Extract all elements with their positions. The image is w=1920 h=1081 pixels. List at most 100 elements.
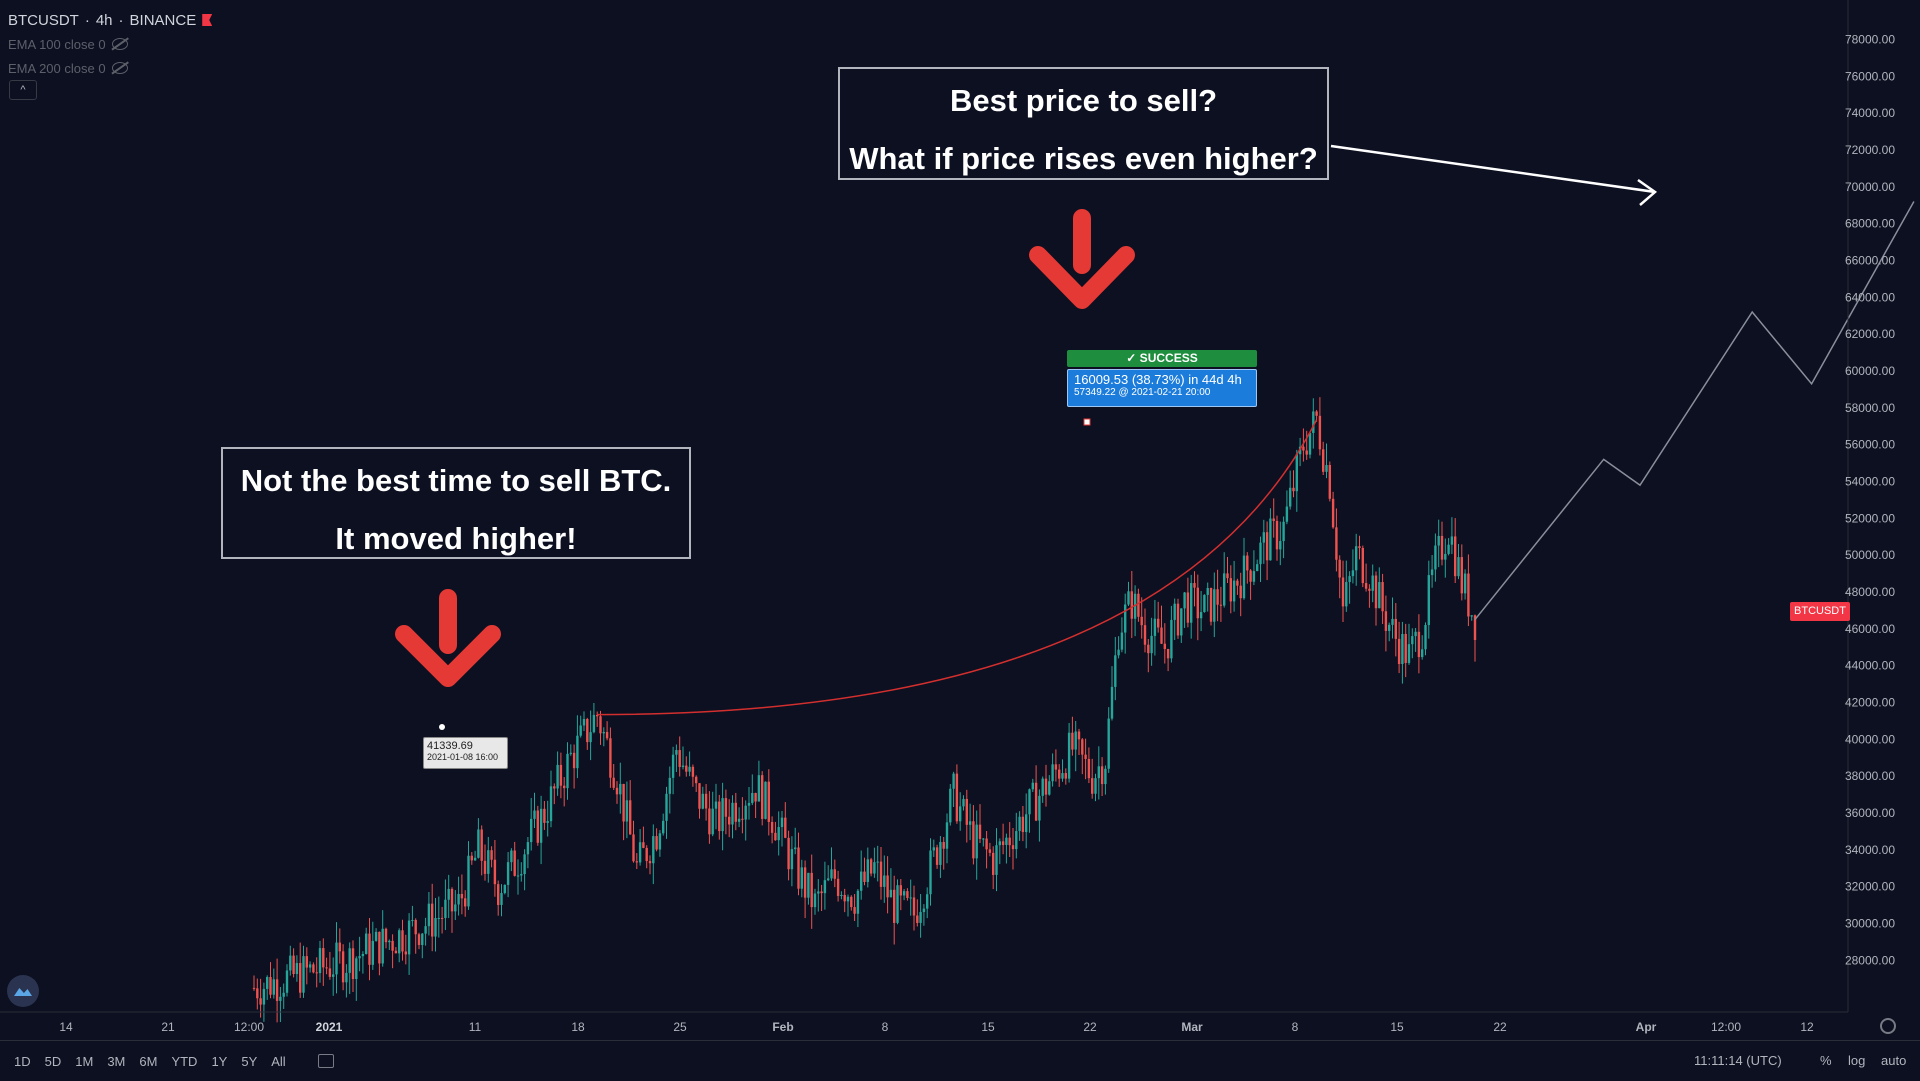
range-all[interactable]: All (271, 1053, 286, 1069)
candle-body (1388, 624, 1391, 631)
candle-body (1239, 585, 1242, 599)
range-3m[interactable]: 3M (107, 1053, 126, 1069)
candle-body (698, 783, 701, 809)
candle-body (454, 904, 457, 912)
range-6m[interactable]: 6M (139, 1053, 158, 1069)
candle-body (1147, 644, 1150, 654)
candle-body (932, 847, 935, 851)
percent-toggle[interactable]: % (1820, 1053, 1832, 1068)
collapse-legend-button[interactable]: ^ (9, 80, 37, 100)
candle-body (840, 894, 843, 897)
y-tick-label: 66000.00 (1845, 253, 1895, 267)
range-5d[interactable]: 5D (44, 1053, 62, 1069)
candle-body (1124, 604, 1127, 633)
candle-body (1018, 816, 1021, 832)
start-date: 2021-01-08 16:00 (427, 752, 499, 762)
measure-change: 16009.53 (38.73%) in 44d 4h (1074, 372, 1242, 387)
annotation-box-left[interactable]: Not the best time to sell BTC. It moved … (221, 447, 691, 559)
auto-toggle[interactable]: auto (1881, 1053, 1907, 1068)
candle-body (493, 859, 497, 885)
y-tick-label: 56000.00 (1845, 438, 1895, 452)
candle-body (965, 798, 968, 825)
clock[interactable]: 11:11:14 (UTC) (1694, 1053, 1782, 1068)
log-toggle[interactable]: log (1848, 1053, 1866, 1068)
candle-body (1137, 593, 1140, 617)
candle-body (305, 956, 308, 968)
candle-body (1397, 638, 1401, 664)
candle-body (889, 889, 893, 898)
candle-body (1358, 546, 1361, 549)
candle-body (1008, 837, 1011, 846)
candle-body (1071, 732, 1074, 750)
candle-body (1011, 845, 1015, 850)
candle-body (1292, 487, 1295, 492)
candle-body (635, 861, 638, 863)
candle-body (1374, 575, 1378, 609)
annotation-box-top[interactable]: Best price to sell? What if price rises … (838, 67, 1329, 180)
y-tick-label: 52000.00 (1845, 511, 1895, 525)
symbol-name[interactable]: BTCUSDT (8, 11, 79, 29)
candle-body (1064, 773, 1067, 779)
candle-body (289, 955, 292, 971)
candle-body (836, 878, 840, 897)
candle-body (968, 821, 972, 825)
range-1d[interactable]: 1D (14, 1053, 31, 1069)
candle-body (817, 891, 820, 894)
candle-body (863, 871, 866, 882)
hidden-eye-icon[interactable] (111, 62, 128, 74)
candle-body (1100, 766, 1104, 785)
candle-body (873, 862, 876, 874)
range-5y[interactable]: 5Y (241, 1053, 258, 1069)
range-1m[interactable]: 1M (75, 1053, 94, 1069)
candle-body (322, 948, 325, 968)
ema100-label[interactable]: EMA 100 close 0 (8, 36, 106, 52)
hidden-eye-icon[interactable] (111, 38, 128, 50)
candle-body (972, 821, 975, 859)
annotation-text: Best price to sell? (949, 83, 1218, 118)
candle-body (767, 781, 770, 822)
y-axis-ticks: 78000.00 76000.00 74000.00 72000.00 70000.00… (1845, 32, 1895, 967)
candle-body (1163, 643, 1166, 649)
tradingview-logo-icon[interactable] (7, 975, 39, 1007)
candle-body (1176, 603, 1180, 636)
candle-body (1450, 536, 1454, 545)
candle-body (860, 871, 863, 891)
candle-body (368, 933, 371, 965)
x-tick-label: 12:00 (234, 1020, 264, 1034)
candle-body (949, 788, 952, 823)
interval-label[interactable]: 4h (95, 11, 113, 29)
candle-body (1236, 580, 1239, 586)
candle-body (503, 884, 506, 894)
measure-end-price: 57349.22 @ 2021-02-21 20:00 (1074, 387, 1211, 398)
range-1y[interactable]: 1Y (211, 1053, 228, 1069)
candle-body (899, 885, 902, 896)
candle-body (704, 793, 708, 809)
ema200-label[interactable]: EMA 200 close 0 (8, 60, 106, 76)
candle-body (279, 996, 282, 1001)
candle-body (1077, 731, 1081, 740)
candle-body (259, 998, 262, 1005)
range-ytd[interactable]: YTD (171, 1053, 198, 1069)
candle-body (427, 903, 431, 927)
start-price-tooltip: 41339.69 2021-01-08 16:00 (423, 737, 508, 769)
candle-body (691, 766, 695, 777)
date-range-calendar-icon[interactable] (318, 1054, 334, 1068)
candle-body (579, 725, 582, 736)
flag-icon[interactable] (202, 14, 213, 26)
settings-gear-icon[interactable] (1880, 1018, 1896, 1034)
candle-body (751, 792, 754, 803)
y-tick-label: 38000.00 (1845, 769, 1895, 783)
candle-body (1404, 633, 1407, 663)
candle-body (1444, 553, 1447, 560)
candle-body (520, 874, 523, 876)
candle-body (1054, 764, 1058, 770)
candle-body (351, 948, 355, 980)
candle-body (896, 885, 899, 923)
candle-body (1028, 789, 1031, 815)
candle-body (450, 888, 454, 912)
candle-body (398, 930, 401, 954)
y-tick-label: 62000.00 (1845, 327, 1895, 341)
candle-body (982, 838, 985, 840)
annotation-text: What if price rises even higher? (849, 141, 1318, 176)
